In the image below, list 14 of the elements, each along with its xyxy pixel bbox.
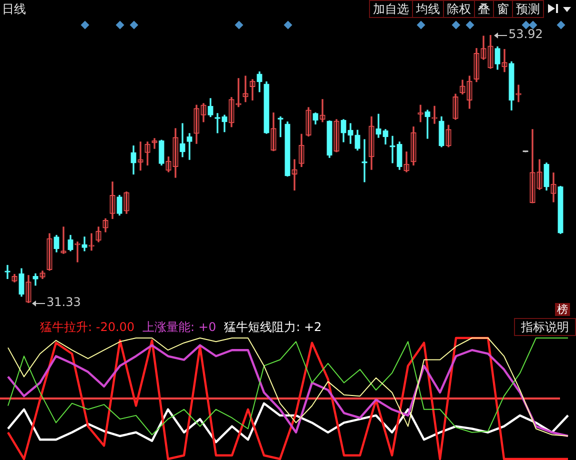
text: 窗 [493,0,513,18]
text: 均线 [412,0,444,18]
text: 加自选 [369,0,413,18]
text: 指标说明 [514,318,576,336]
text: 叠 [474,0,494,18]
text: 猛牛短线阻力: +2 [224,320,322,334]
text: 日线 [2,1,26,17]
annotation: 53.92 [508,27,543,42]
annotation: 31.33 [46,295,81,310]
series-label: 上涨量能: +0 [142,320,216,334]
text: 预测 [512,0,544,18]
text: 除权 [443,0,475,18]
series-label: 猛牛拉升: -20.00 [40,320,135,334]
annotation: 榜 [555,303,570,316]
